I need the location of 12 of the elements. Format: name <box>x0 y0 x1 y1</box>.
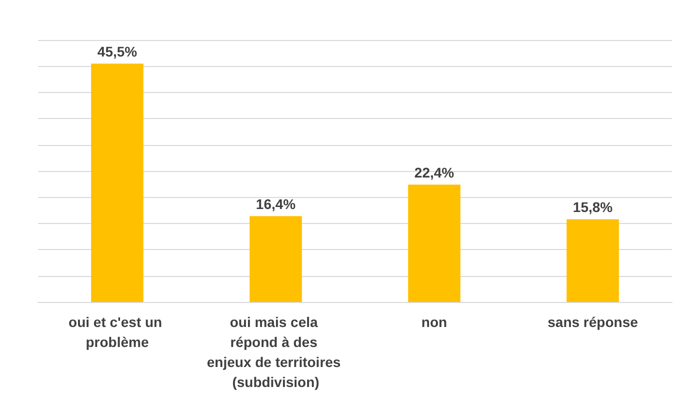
data-label: 15,8% <box>572 199 614 216</box>
x-tick-label: non <box>421 314 448 330</box>
x-tick-label: oui et c'est un problème <box>68 314 166 350</box>
bar <box>250 216 302 302</box>
bar <box>91 64 144 302</box>
bar <box>408 184 460 302</box>
x-tick-label: oui mais cela répond à des enjeux de territoires (subdivision) <box>206 314 345 390</box>
x-tick-label: sans réponse <box>548 314 638 330</box>
data-label: 45,5% <box>97 44 138 60</box>
data-label: 22,4% <box>414 164 455 181</box>
data-label: 16,4% <box>256 196 296 212</box>
bar <box>566 219 619 302</box>
